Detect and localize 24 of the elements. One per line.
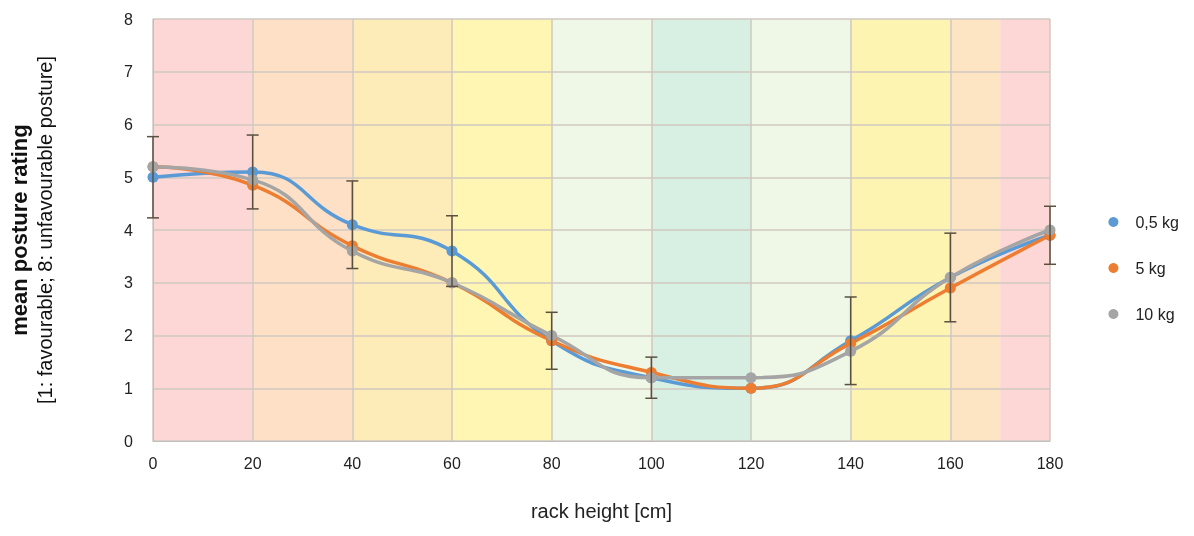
legend-label: 10 kg [1135, 305, 1175, 323]
x-tick-label: 20 [243, 454, 262, 472]
x-tick-label: 100 [637, 454, 665, 472]
y-tick-label: 3 [124, 274, 134, 292]
x-tick-label: 120 [737, 454, 765, 472]
x-tick-label: 180 [1036, 454, 1064, 472]
legend-label: 5 kg [1135, 259, 1166, 277]
x-tick-label: 140 [837, 454, 865, 472]
x-tick-label: 40 [343, 454, 362, 472]
y-tick-label: 1 [124, 379, 134, 397]
y-tick-label: 0 [124, 432, 134, 450]
x-tick-label: 0 [148, 454, 158, 472]
x-tick-label: 160 [936, 454, 964, 472]
x-tick-label: 80 [542, 454, 561, 472]
legend-label: 0,5 kg [1135, 213, 1180, 231]
y-tick-label: 4 [124, 221, 134, 239]
y-axis-title: mean posture rating [1: favourable; 8: unfavourable posture] [6, 55, 56, 405]
y-tick-label: 8 [124, 10, 134, 28]
y-tick-label: 7 [124, 63, 134, 81]
x-axis-title: rack height [cm] [530, 500, 673, 522]
y-tick-label: 5 [124, 168, 134, 186]
x-tick-label: 60 [443, 454, 461, 472]
y-tick-label: 6 [124, 116, 134, 133]
y-tick-label: 2 [124, 327, 134, 344]
